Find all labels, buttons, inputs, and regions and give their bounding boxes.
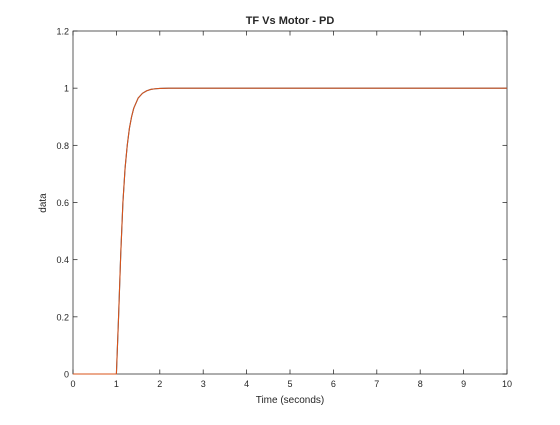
y-axis-label: data [38, 193, 49, 213]
series-line-2 [73, 87, 507, 375]
x-tick-label: 7 [374, 379, 379, 389]
y-tick-label: 0.4 [56, 255, 69, 265]
y-tick-label: 1 [64, 84, 69, 94]
x-tick-label: 0 [70, 379, 75, 389]
y-tick-label: 0.8 [56, 141, 69, 151]
x-tick-label: 3 [201, 379, 206, 389]
y-tick-label: 0 [64, 370, 69, 380]
plot-area: 0 1 2 3 4 5 6 7 8 9 10 0 0.2 0.4 0.6 0.8 1 1.2 [56, 27, 512, 390]
x-tick-label: 6 [331, 379, 336, 389]
y-tick-label: 0.2 [56, 312, 69, 322]
x-tick-label: 2 [157, 379, 162, 389]
x-tick-label: 10 [502, 379, 512, 389]
x-axis-label: Time (seconds) [256, 395, 325, 406]
x-tick-label: 5 [287, 379, 292, 389]
chart-title: TF Vs Motor - PD [246, 15, 335, 27]
x-tick-label: 9 [461, 379, 466, 389]
x-tick-label: 4 [244, 379, 249, 389]
y-tick-label: 0.6 [56, 198, 69, 208]
x-tick-label: 8 [418, 379, 423, 389]
x-tick-label: 1 [114, 379, 119, 389]
y-tick-label: 1.2 [56, 27, 69, 37]
axes-box [72, 30, 508, 375]
